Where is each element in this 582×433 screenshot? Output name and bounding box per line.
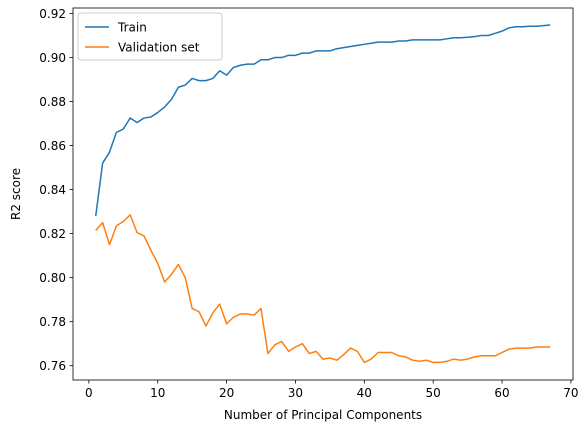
y-axis-ticks: 0.76 0.78 0.80 0.82 0.84 0.86 0.88 0.90 0.92: [39, 7, 73, 373]
y-tick-label: 0.78: [39, 315, 66, 329]
y-tick-label: 0.90: [39, 51, 66, 65]
y-tick-label: 0.84: [39, 183, 66, 197]
legend-label-validation-set: Validation set: [118, 40, 200, 54]
y-tick-label: 0.92: [39, 7, 66, 21]
series-layer: [94, 24, 551, 364]
x-tick-label: 50: [426, 386, 441, 400]
x-tick-label: 40: [357, 386, 372, 400]
y-tick-label: 0.80: [39, 271, 66, 285]
x-tick-label: 0: [85, 386, 93, 400]
y-tick-label: 0.86: [39, 139, 66, 153]
legend: Train Validation set: [77, 12, 223, 61]
series-line-train: [94, 24, 551, 217]
x-tick-label: 10: [150, 386, 165, 400]
plot-frame: [72, 7, 574, 381]
x-axis-ticks: 0 10 20 30 40 50 60 70: [85, 380, 579, 400]
x-axis-label: Number of Principal Components: [224, 408, 422, 422]
x-tick-label: 20: [219, 386, 234, 400]
series-line-validation-set: [95, 214, 551, 364]
y-tick-label: 0.82: [39, 227, 66, 241]
x-tick-label: 60: [494, 386, 509, 400]
y-tick-label: 0.76: [39, 359, 66, 373]
x-tick-label: 30: [288, 386, 303, 400]
y-tick-label: 0.88: [39, 95, 66, 109]
legend-label-train: Train: [117, 20, 147, 34]
legend-box: [77, 12, 223, 61]
x-tick-label: 70: [563, 386, 578, 400]
y-axis-label: R2 score: [9, 168, 23, 220]
